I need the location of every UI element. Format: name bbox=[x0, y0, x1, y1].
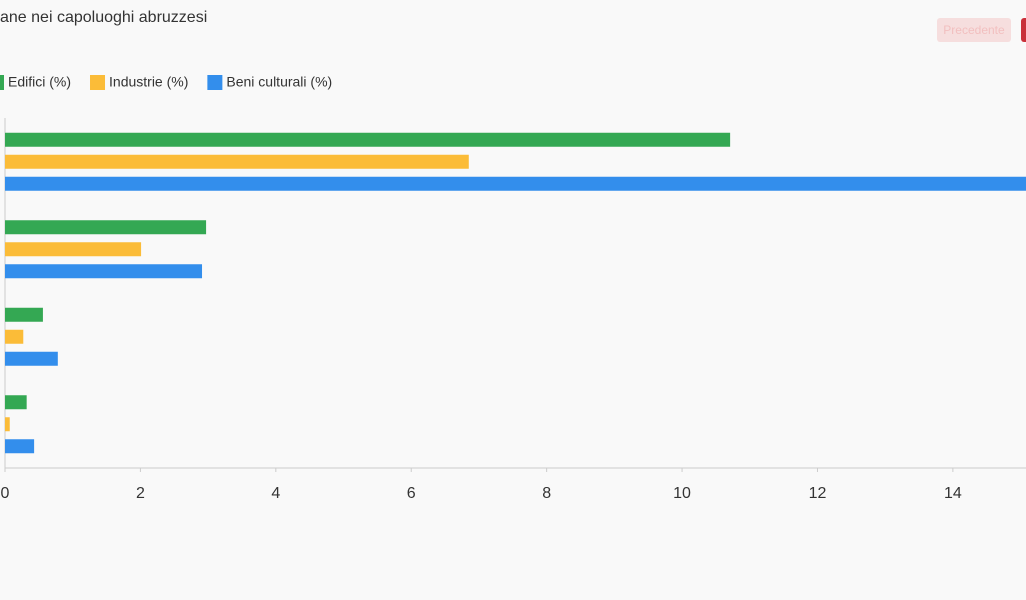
x-tick-label: 10 bbox=[673, 485, 691, 502]
legend-label: Industrie (%) bbox=[109, 74, 188, 90]
x-tick-label: 8 bbox=[542, 485, 551, 502]
legend: Edifici (%) Industrie (%) Beni culturali (… bbox=[0, 74, 332, 90]
legend-label: Beni culturali (%) bbox=[226, 74, 332, 90]
x-tick-label: 6 bbox=[407, 485, 416, 502]
x-tick-label: 0 bbox=[1, 485, 10, 502]
bar bbox=[5, 176, 1026, 191]
x-tick-label: 12 bbox=[809, 485, 827, 502]
bar bbox=[5, 307, 43, 322]
x-tick-label: 4 bbox=[271, 485, 280, 502]
bar bbox=[5, 154, 469, 169]
bar bbox=[5, 351, 58, 366]
legend-swatch bbox=[207, 75, 223, 90]
bar bbox=[5, 439, 35, 454]
legend-label: Edifici (%) bbox=[8, 74, 71, 90]
bar bbox=[5, 264, 203, 279]
bar bbox=[5, 242, 142, 257]
x-tick-label: 14 bbox=[944, 485, 962, 502]
chart-title: ane nei capoluoghi abruzzesi bbox=[0, 9, 207, 26]
legend-swatch bbox=[90, 75, 106, 90]
bar bbox=[5, 395, 27, 410]
x-tick-label: 2 bbox=[136, 485, 145, 502]
bar bbox=[5, 132, 731, 147]
previous-button[interactable]: Precedente bbox=[937, 18, 1011, 42]
next-button[interactable] bbox=[1021, 18, 1026, 42]
legend-swatch bbox=[0, 75, 4, 90]
bar bbox=[5, 220, 207, 235]
bar bbox=[5, 417, 10, 432]
bar bbox=[5, 329, 24, 344]
